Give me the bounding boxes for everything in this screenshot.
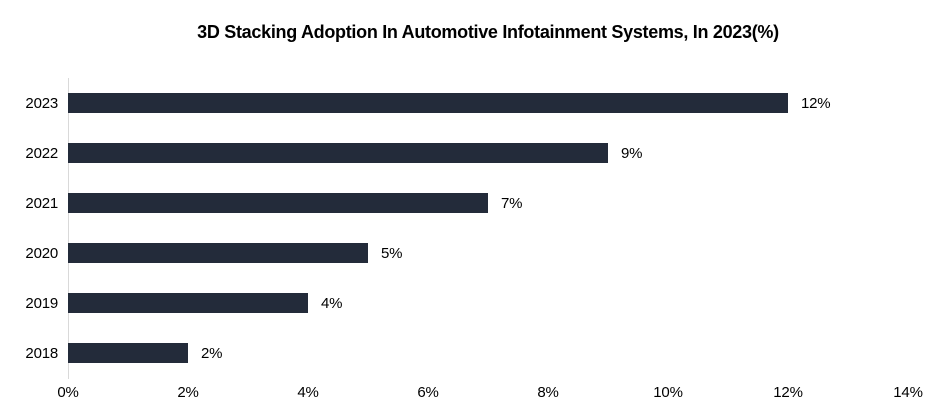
bar-row: 2020 5%: [0, 228, 933, 278]
category-label: 2019: [25, 294, 58, 312]
x-tick-label: 0%: [57, 384, 79, 401]
bar-row: 2018 2%: [0, 328, 933, 378]
bar: [68, 193, 488, 213]
category-label: 2021: [25, 194, 58, 212]
category-label: 2022: [25, 144, 58, 162]
x-tick-label: 6%: [417, 384, 439, 401]
bar: [68, 343, 188, 363]
bar-row: 2019 4%: [0, 278, 933, 328]
value-label: 9%: [621, 144, 643, 162]
x-tick-label: 14%: [893, 384, 923, 401]
x-tick-label: 8%: [537, 384, 559, 401]
bar: [68, 143, 608, 163]
x-tick-label: 2%: [177, 384, 199, 401]
value-label: 2%: [201, 344, 223, 362]
chart-title: 3D Stacking Adoption In Automotive Infot…: [197, 22, 779, 42]
bar: [68, 93, 788, 113]
x-tick-label: 4%: [297, 384, 319, 401]
category-label: 2023: [25, 94, 58, 112]
category-label: 2020: [25, 244, 58, 262]
x-tick-label: 10%: [653, 384, 683, 401]
x-tick-label: 12%: [773, 384, 803, 401]
bar-row: 2022 9%: [0, 128, 933, 178]
value-label: 5%: [381, 244, 403, 262]
value-label: 7%: [501, 194, 523, 212]
bar: [68, 293, 308, 313]
bar-row: 2021 7%: [0, 178, 933, 228]
bar-row: 2023 12%: [0, 78, 933, 128]
bar: [68, 243, 368, 263]
bars-container: 2023 12% 2022 9% 2021 7% 2020 5% 2019 4% 2018 2%: [0, 78, 933, 378]
value-label: 12%: [801, 94, 831, 112]
value-label: 4%: [321, 294, 343, 312]
y-axis-line: [68, 78, 69, 379]
category-label: 2018: [25, 344, 58, 362]
x-axis: 0% 2% 4% 6% 8% 10% 12% 14%: [0, 384, 933, 404]
